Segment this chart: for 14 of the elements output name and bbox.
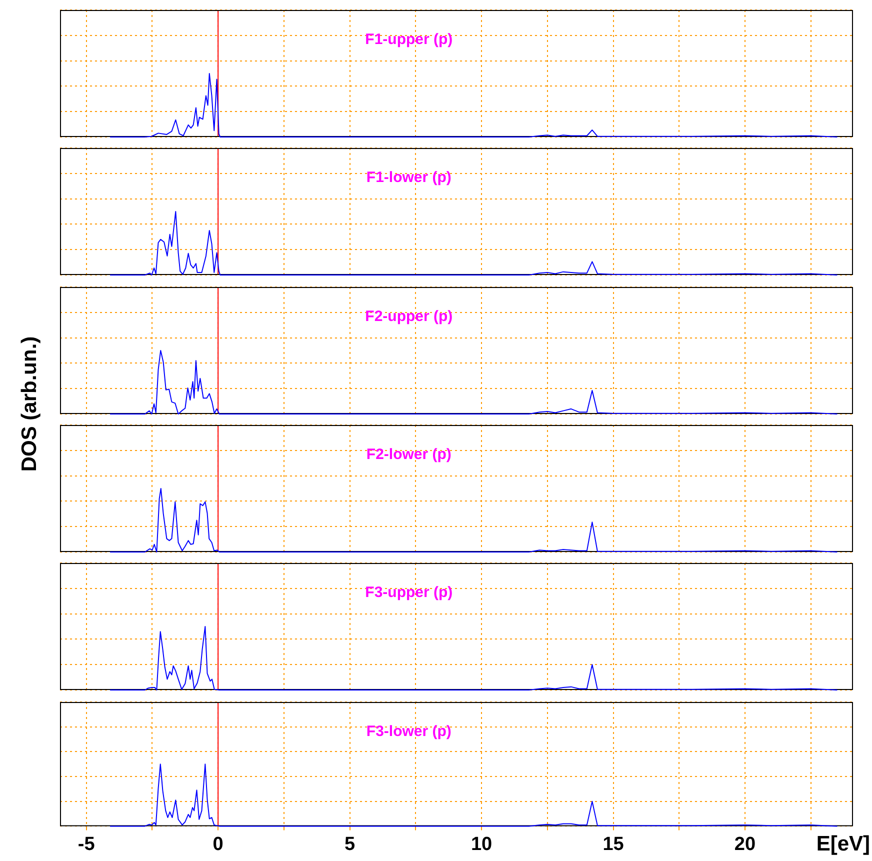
x-tick-label: 0 [212,833,224,854]
x-axis-title: E[eV] [816,832,870,855]
chart-title: F2-lower (p) [366,446,452,464]
chart-title: F1-lower (p) [366,169,452,186]
chart-title: F3-lower (p) [366,722,452,740]
y-axis-title: DOS (arb.un.) [18,336,42,472]
chart-title: F3-upper (p) [365,584,453,602]
x-tick-label: 10 [470,833,492,854]
chart-title: F2-upper (p) [365,308,453,325]
chart-title: F1-upper (p) [365,31,453,48]
x-tick-label: -5 [78,833,96,854]
x-tick-label: 15 [602,833,624,854]
x-tick-label: 20 [734,833,756,854]
x-tick-label: 5 [344,833,356,854]
